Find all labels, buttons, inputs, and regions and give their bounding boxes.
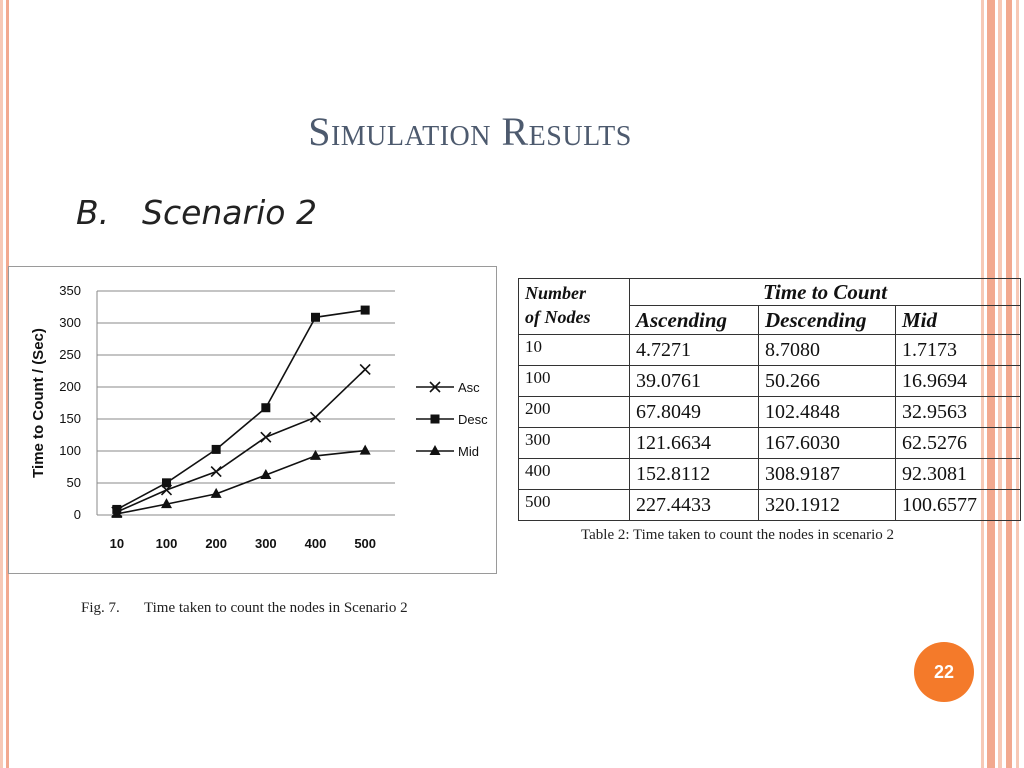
table-row: 500 227.4433 320.1912 100.6577 <box>518 489 1021 521</box>
cell-ascending: 227.4433 <box>629 489 759 521</box>
header-descending: Descending <box>758 305 896 335</box>
page-number-badge: 22 <box>914 642 974 702</box>
data-point-asc <box>210 466 222 478</box>
y-tick-label: 150 <box>59 411 81 426</box>
data-point-mid <box>111 507 123 518</box>
cell-descending: 102.4848 <box>758 396 896 428</box>
header-ascending: Ascending <box>629 305 759 335</box>
x-tick-label: 200 <box>205 536 227 551</box>
data-point-mid <box>260 468 272 479</box>
y-axis-label: Time to Count / (Sec) <box>30 328 47 478</box>
header-time-to-count: Time to Count <box>629 278 1021 306</box>
data-point-desc <box>211 444 221 454</box>
table-row: 10 4.7271 8.7080 1.7173 <box>518 334 1021 366</box>
table-row: 400 152.8112 308.9187 92.3081 <box>518 458 1021 490</box>
data-point-mid <box>359 444 371 455</box>
cell-mid: 92.3081 <box>895 458 1021 490</box>
data-point-asc <box>309 411 322 423</box>
x-tick-label: 10 <box>110 536 124 551</box>
cell-mid: 32.9563 <box>895 396 1021 428</box>
y-tick-label: 250 <box>59 347 81 362</box>
x-tick-label: 500 <box>354 536 376 551</box>
table-row: 100 39.0761 50.266 16.9694 <box>518 365 1021 397</box>
cell-descending: 320.1912 <box>758 489 896 521</box>
cell-mid: 62.5276 <box>895 427 1021 459</box>
cell-ascending: 121.6634 <box>629 427 759 459</box>
legend-label: Desc <box>458 412 488 427</box>
cell-descending: 167.6030 <box>758 427 896 459</box>
y-tick-label: 350 <box>59 283 81 298</box>
y-tick-label: 50 <box>67 475 81 490</box>
data-point-mid <box>210 487 222 498</box>
legend-label: Asc <box>458 380 480 395</box>
cell-mid: 100.6577 <box>895 489 1021 521</box>
figure-caption-number: Fig. 7. <box>81 600 120 616</box>
series-line-mid <box>116 449 366 515</box>
series-line-asc <box>116 368 366 513</box>
y-tick-label: 100 <box>59 443 81 458</box>
results-table: Number of Nodes Time to Count Ascending … <box>518 278 1021 521</box>
subtitle-number: B. <box>76 193 110 232</box>
chart-canvas: 0 50 100 150 200 250 300 350 10 100 200 300 400 500 Ti… <box>30 283 488 551</box>
series-line-desc <box>116 309 366 511</box>
header-number-of-nodes: Number of Nodes <box>518 278 630 335</box>
cell-ascending: 67.8049 <box>629 396 759 428</box>
section-subtitle: B. Scenario 2 <box>76 193 317 232</box>
left-decor-stripe <box>0 0 11 768</box>
cell-descending: 8.7080 <box>758 334 896 366</box>
legend-item-asc: Asc <box>416 380 480 395</box>
data-point-desc <box>311 312 320 322</box>
data-point-mid <box>310 449 321 460</box>
x-tick-label: 100 <box>156 536 178 551</box>
cell-mid: 16.9694 <box>895 365 1021 397</box>
legend-label: Mid <box>458 444 479 459</box>
cell-nodes: 10 <box>518 334 630 366</box>
table-row: 300 121.6634 167.6030 62.5276 <box>518 427 1021 459</box>
header-mid: Mid <box>895 305 1021 335</box>
figure-caption: Fig. 7. Time taken to count the nodes in … <box>81 600 408 617</box>
data-point-desc <box>360 305 370 315</box>
x-tick-label: 400 <box>305 536 327 551</box>
legend-marker <box>429 381 441 393</box>
header-nodes-line1: Number <box>525 283 587 303</box>
table-header-row: Number of Nodes Time to Count <box>518 278 1021 335</box>
y-tick-label: 200 <box>59 379 81 394</box>
table-row: 200 67.8049 102.4848 32.9563 <box>518 396 1021 428</box>
x-tick-label: 300 <box>255 536 277 551</box>
cell-nodes: 100 <box>518 365 630 397</box>
cell-ascending: 4.7271 <box>629 334 759 366</box>
cell-nodes: 500 <box>518 489 630 521</box>
header-nodes-line2: of Nodes <box>525 307 591 327</box>
cell-descending: 308.9187 <box>758 458 896 490</box>
table-caption: Table 2: Time taken to count the nodes i… <box>581 527 895 543</box>
cell-ascending: 39.0761 <box>629 365 759 397</box>
data-point-asc <box>359 363 371 376</box>
line-chart: 0 50 100 150 200 250 300 350 10 100 200 300 400 500 Ti… <box>8 266 497 574</box>
results-table-container: Number of Nodes Time to Count Ascending … <box>518 278 1021 521</box>
y-tick-label: 0 <box>74 507 81 522</box>
data-point-desc <box>261 403 271 413</box>
figure-caption-text: Time taken to count the nodes in Scenari… <box>144 600 408 616</box>
cell-nodes: 300 <box>518 427 630 459</box>
subtitle-text: Scenario 2 <box>142 193 317 232</box>
legend-marker <box>429 445 441 455</box>
cell-ascending: 152.8112 <box>629 458 759 490</box>
data-point-desc <box>162 478 171 488</box>
cell-descending: 50.266 <box>758 365 896 397</box>
legend-item-desc: Desc <box>416 412 488 427</box>
data-point-asc <box>260 431 272 443</box>
cell-nodes: 400 <box>518 458 630 490</box>
data-point-mid <box>161 498 172 509</box>
y-tick-label: 300 <box>59 315 81 330</box>
cell-mid: 1.7173 <box>895 334 1021 366</box>
legend-marker <box>430 414 440 424</box>
cell-nodes: 200 <box>518 396 630 428</box>
slide-title: Simulation Results <box>308 109 632 154</box>
legend-item-mid: Mid <box>416 444 479 459</box>
